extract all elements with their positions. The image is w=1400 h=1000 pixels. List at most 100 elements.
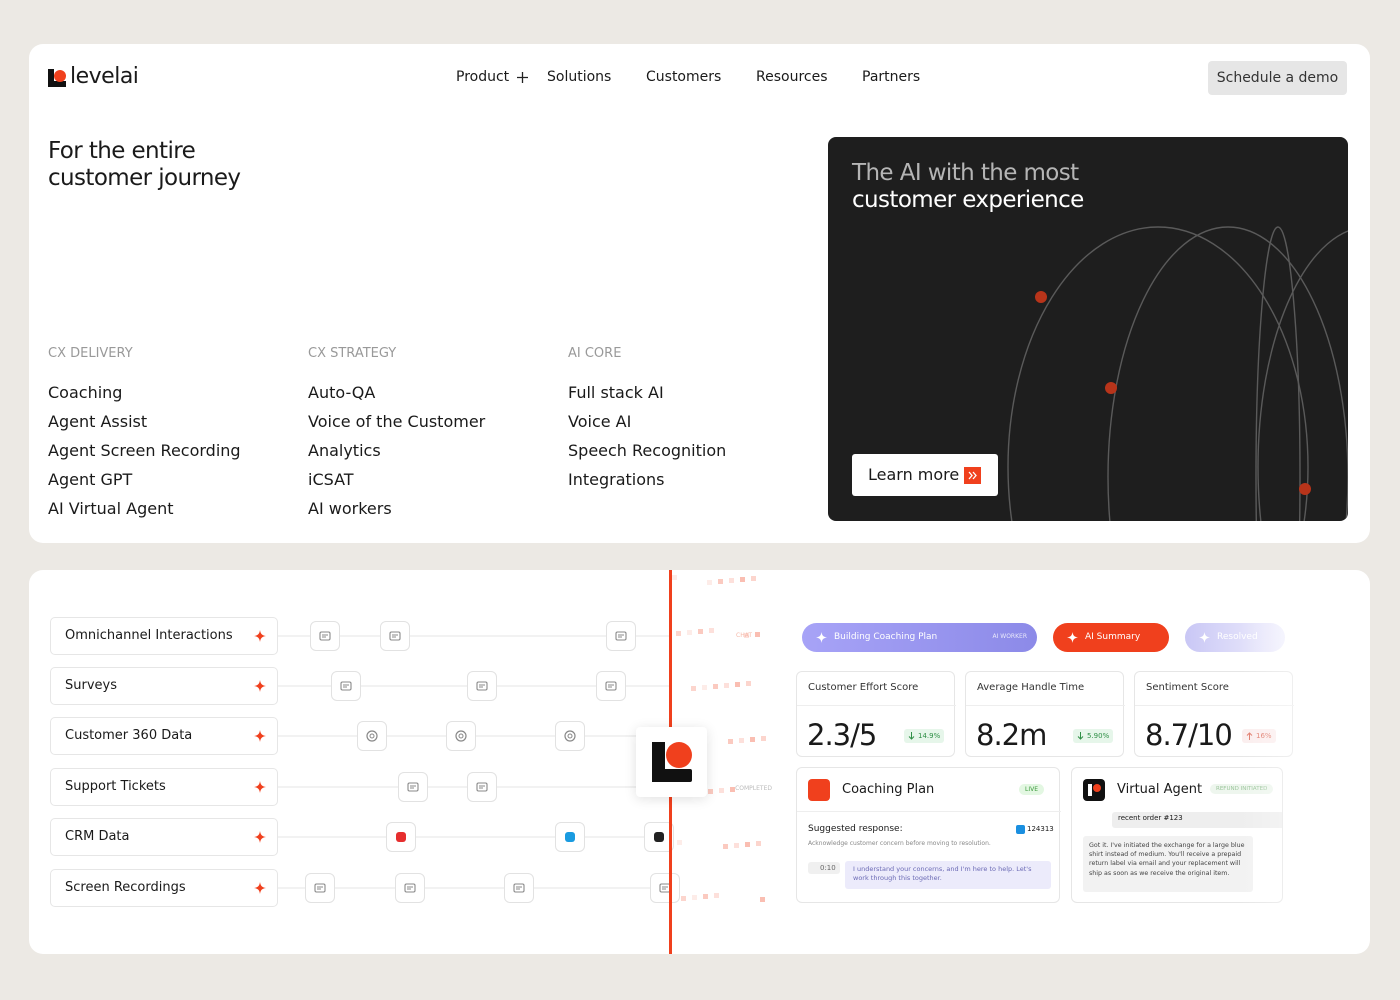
shape xyxy=(605,681,617,691)
shape xyxy=(458,733,464,739)
icon-glyph xyxy=(407,782,419,792)
menu-link[interactable]: Coaching xyxy=(48,383,123,402)
metric-card: Customer Effort Score 2.3/5 14.9% xyxy=(796,671,956,757)
shape xyxy=(1199,632,1210,643)
status-pill[interactable]: AI Summary xyxy=(1053,623,1169,652)
status-tag: CHAT xyxy=(736,632,753,639)
shape xyxy=(1007,226,1309,521)
icon-glyph xyxy=(476,782,488,792)
shape xyxy=(652,769,692,782)
menu-link[interactable]: Analytics xyxy=(308,441,381,460)
pixel xyxy=(719,788,724,793)
nav-link[interactable]: Customers xyxy=(646,69,722,85)
change-arrow xyxy=(1077,732,1084,740)
nav-link[interactable]: Solutions xyxy=(547,69,612,85)
pixel xyxy=(744,633,749,638)
star-icon xyxy=(254,730,266,742)
pixel xyxy=(709,628,714,633)
pixel xyxy=(735,682,740,687)
pixel xyxy=(761,736,766,741)
status-pill[interactable]: Building Coaching Plan AI WORKER xyxy=(802,623,1037,652)
source-row: CRM Data xyxy=(50,818,278,856)
logo-text: levelai xyxy=(70,64,139,89)
nav-link[interactable]: Partners xyxy=(862,69,921,85)
shape xyxy=(317,886,323,890)
pixel xyxy=(739,738,744,743)
menu-link[interactable]: Agent GPT xyxy=(48,470,133,489)
source-row: Screen Recordings xyxy=(50,869,278,907)
channel-icon xyxy=(395,873,425,903)
channel-icon xyxy=(555,822,585,852)
pixel xyxy=(750,737,755,742)
channel-icon xyxy=(596,671,626,701)
context-chip: recent order #123 xyxy=(1112,812,1282,828)
nav-link[interactable]: Resources xyxy=(756,69,828,85)
shape xyxy=(1093,784,1101,792)
metric-label: Customer Effort Score xyxy=(808,682,919,693)
reply-bubble: I understand your concerns, and I'm here… xyxy=(845,861,1051,889)
shape xyxy=(366,730,378,742)
menu-link[interactable]: Speech Recognition xyxy=(568,441,727,460)
menu-link[interactable]: AI Virtual Agent xyxy=(48,499,174,518)
shape xyxy=(654,832,664,842)
source-label: Screen Recordings xyxy=(65,880,186,895)
channel-icon xyxy=(504,873,534,903)
icon-glyph xyxy=(319,631,331,641)
change-arrow xyxy=(908,732,915,740)
source-label: CRM Data xyxy=(65,829,130,844)
shape xyxy=(404,883,416,893)
menu-link[interactable]: Auto-QA xyxy=(308,383,376,402)
coaching-card: Coaching Plan LIVE Suggested response: 1243… xyxy=(796,767,1061,903)
menu-link[interactable]: Agent Assist xyxy=(48,412,148,431)
pixel xyxy=(718,579,723,584)
pixel xyxy=(692,895,697,900)
icon-glyph xyxy=(476,681,488,691)
pixel xyxy=(755,632,760,637)
channel-icon xyxy=(310,621,340,651)
star-icon xyxy=(254,630,266,642)
shape xyxy=(1035,291,1311,495)
shape xyxy=(476,782,488,792)
menu-link[interactable]: Agent Screen Recording xyxy=(48,441,241,460)
channel-icon xyxy=(555,721,585,751)
demo-button[interactable]: Schedule a demo xyxy=(1208,61,1347,95)
shape xyxy=(343,684,349,688)
menu-link[interactable]: Integrations xyxy=(568,470,665,489)
shape xyxy=(319,631,331,641)
star-icon xyxy=(254,831,266,843)
learn-more-button[interactable]: Learn more xyxy=(852,454,998,496)
hub-logo xyxy=(636,727,707,797)
shape xyxy=(396,832,406,842)
pixel xyxy=(681,896,686,901)
shape xyxy=(513,883,525,893)
source-label: Omnichannel Interactions xyxy=(65,628,233,643)
fade-overlay xyxy=(1240,600,1370,920)
card-title: Virtual Agent xyxy=(1117,782,1203,797)
metric-change: 14.9% xyxy=(904,729,945,743)
arc-decoration xyxy=(1007,226,1348,521)
icon-glyph xyxy=(314,883,326,893)
source-row: Omnichannel Interactions xyxy=(50,617,278,655)
shape xyxy=(410,785,416,789)
shape xyxy=(479,785,485,789)
card-icon xyxy=(808,779,830,801)
icon-glyph xyxy=(389,631,401,641)
pixel xyxy=(702,685,707,690)
promo-card: The AI with the most customer experience L… xyxy=(828,137,1348,521)
shape xyxy=(1105,382,1117,394)
icon-glyph xyxy=(605,681,617,691)
change-value: 14.9% xyxy=(918,732,941,740)
source-label: Customer 360 Data xyxy=(65,728,193,743)
menu-link[interactable]: Voice of the Customer xyxy=(308,412,486,431)
menu-link[interactable]: Full stack AI xyxy=(568,383,664,402)
shape xyxy=(908,732,915,740)
metric-label: Sentiment Score xyxy=(1146,682,1229,693)
nav-link[interactable]: Product xyxy=(456,69,510,85)
button-label: Learn more xyxy=(868,465,960,484)
card-divider xyxy=(797,811,1061,812)
menu-link[interactable]: iCSAT xyxy=(308,470,354,489)
star-icon xyxy=(254,882,266,894)
menu-link[interactable]: AI workers xyxy=(308,499,392,518)
promo-title: customer experience xyxy=(852,187,1084,213)
menu-link[interactable]: Voice AI xyxy=(568,412,632,431)
